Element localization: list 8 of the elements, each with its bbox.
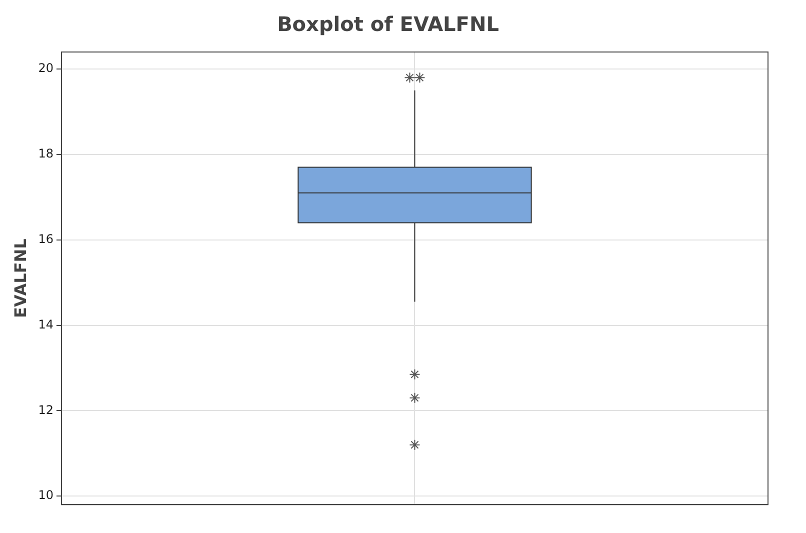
y-tick-label: 10: [38, 488, 54, 502]
y-tick-label: 14: [38, 317, 54, 332]
y-axis-title: EVALFNL: [10, 238, 30, 318]
y-tick-label: 16: [38, 232, 54, 246]
chart-title: Boxplot of EVALFNL: [277, 12, 500, 36]
y-tick-label: 20: [38, 61, 54, 76]
y-tick-label: 12: [38, 402, 54, 417]
y-tick-label: 18: [38, 146, 54, 161]
